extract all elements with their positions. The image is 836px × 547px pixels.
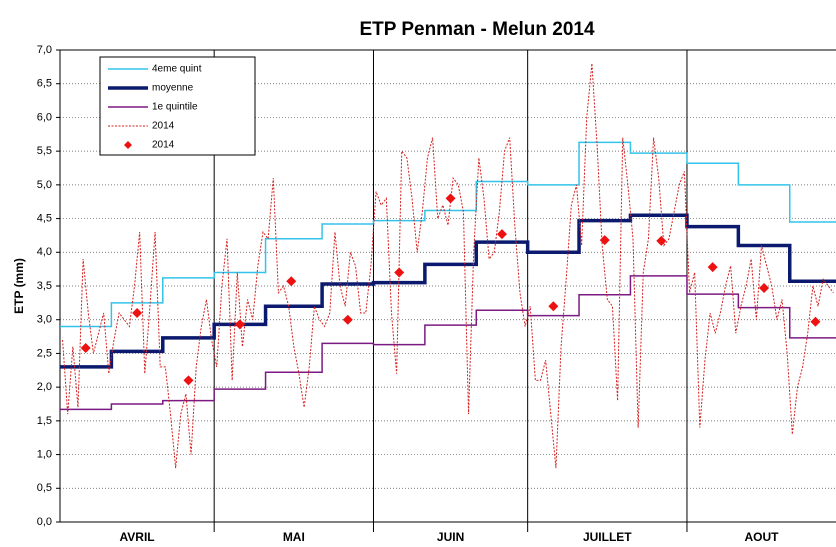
marker	[183, 375, 194, 386]
x-tick-label: JUIN	[437, 530, 464, 544]
y-tick-label: 3,0	[37, 314, 52, 326]
legend-label: 2014	[152, 140, 175, 151]
marker	[707, 262, 718, 273]
y-tick-label: 5,0	[37, 179, 52, 191]
y-tick-label: 6,0	[37, 111, 52, 123]
legend-label: 2014	[152, 121, 175, 132]
legend-label: moyenne	[152, 83, 194, 94]
marker	[394, 267, 405, 278]
y-tick-label: 3,5	[37, 280, 52, 292]
marker	[286, 276, 297, 287]
y-tick-label: 7,0	[37, 44, 52, 56]
marker	[445, 193, 456, 204]
marker	[759, 283, 770, 294]
marker	[342, 314, 353, 325]
step-line	[60, 141, 836, 328]
legend-box	[99, 56, 256, 156]
y-tick-label: 5,5	[37, 145, 52, 157]
marker	[80, 343, 91, 354]
y-tick-label: 0,0	[37, 516, 52, 528]
x-tick-label: JUILLET	[583, 530, 632, 544]
legend-label: 1e quintile	[152, 102, 198, 113]
y-tick-label: 1,5	[37, 415, 52, 427]
y-tick-label: 4,5	[37, 212, 52, 224]
chart-title: ETP Penman - Melun 2014	[359, 19, 595, 40]
marker	[599, 235, 610, 246]
step-line	[60, 275, 836, 411]
step-line	[60, 213, 836, 369]
legend: 4eme quint moyenne 1e quintile 2014 2014	[99, 56, 256, 156]
x-tick-label: AOUT	[744, 530, 779, 544]
daily-line	[62, 63, 834, 469]
y-tick-label: 2,0	[37, 381, 52, 393]
y-tick-label: 2,5	[37, 347, 52, 359]
marker	[496, 229, 507, 240]
marker	[656, 235, 667, 246]
y-axis-label: ETP (mm)	[12, 258, 26, 314]
marker	[234, 319, 245, 330]
legend-label: 4eme quint	[152, 64, 202, 75]
marker	[548, 301, 559, 312]
x-tick-label: MAI	[283, 530, 305, 544]
marker	[132, 307, 143, 318]
marker	[810, 316, 821, 327]
x-tick-label: AVRIL	[120, 530, 155, 544]
y-tick-label: 1,0	[37, 448, 52, 460]
legend-swatch	[124, 141, 132, 149]
y-tick-label: 4,0	[37, 246, 52, 258]
y-tick-label: 6,5	[37, 78, 52, 90]
y-tick-label: 0,5	[37, 482, 52, 494]
